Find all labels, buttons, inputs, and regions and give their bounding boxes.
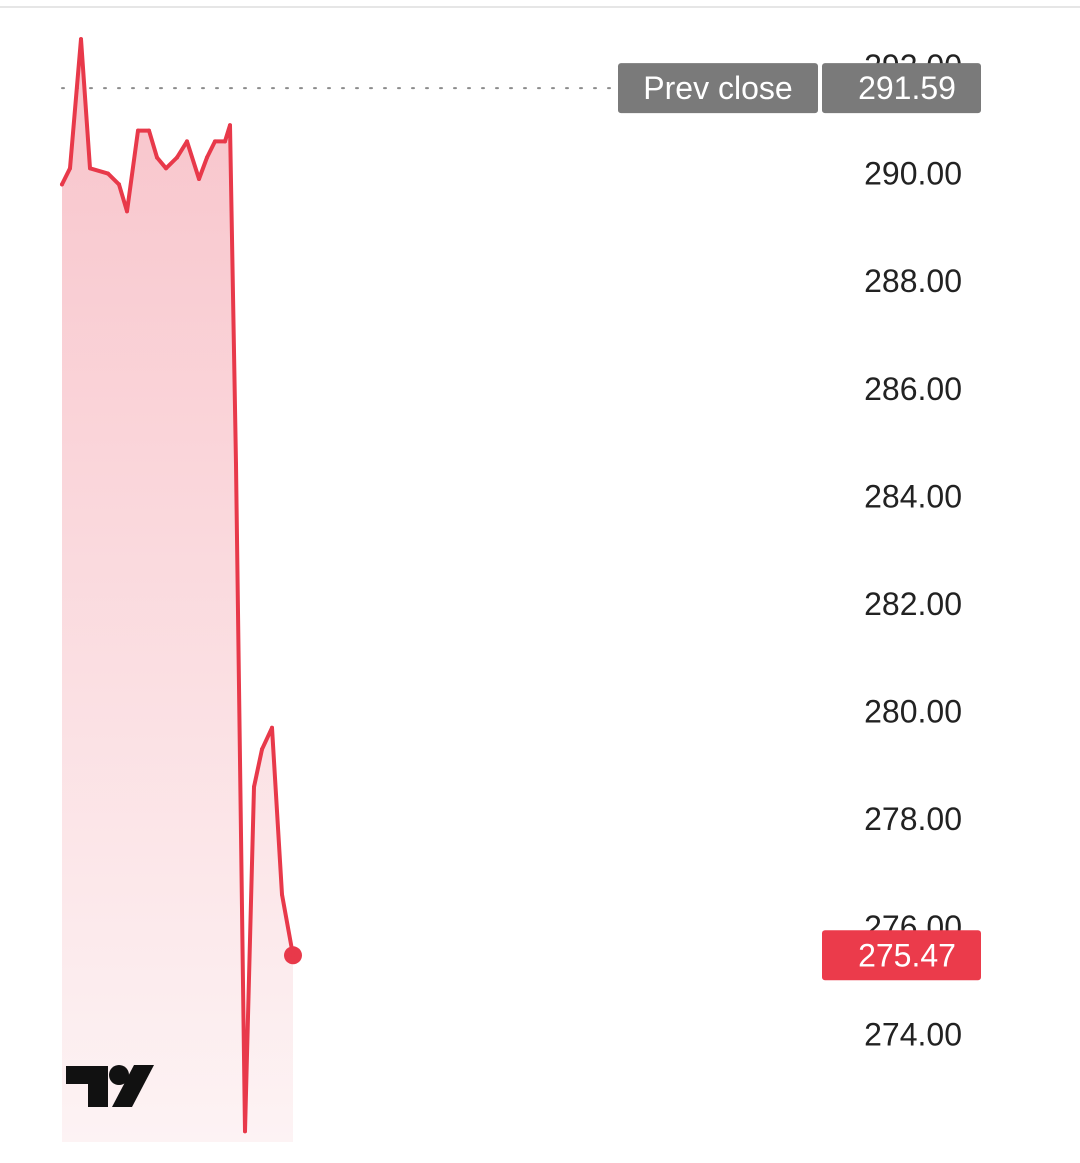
- data-point-6: [125, 209, 129, 214]
- top-border: [0, 6, 1080, 8]
- data-point-24: [291, 953, 295, 958]
- data-point-0: [60, 182, 64, 187]
- data-point-23: [280, 892, 284, 897]
- y-tick-label: 288.00: [864, 263, 962, 299]
- data-point-17: [228, 123, 232, 128]
- data-point-18: [234, 462, 238, 467]
- y-tick-label: 290.00: [864, 156, 962, 192]
- tradingview-logo-icon[interactable]: [66, 1065, 154, 1107]
- data-point-16: [223, 139, 227, 144]
- data-point-20: [252, 784, 256, 789]
- y-tick-label: 278.00: [864, 801, 962, 837]
- y-axis: 292.00290.00288.00286.00284.00282.00280.…: [864, 48, 962, 1052]
- data-point-13: [197, 177, 201, 181]
- data-point-7: [136, 128, 140, 133]
- data-point-8: [147, 128, 151, 133]
- y-tick-label: 286.00: [864, 371, 962, 407]
- prev-close-value: 291.59: [858, 70, 956, 106]
- last-price-badge: 275.47: [822, 930, 981, 981]
- last-price-badge-bg: [822, 930, 981, 981]
- data-point-21: [260, 747, 264, 752]
- data-point-9: [155, 155, 159, 160]
- y-tick-label: 280.00: [864, 694, 962, 730]
- y-tick-label: 274.00: [864, 1016, 962, 1052]
- prev-close-badge: Prev close 291.59: [618, 63, 981, 114]
- prev-close-label-bg: [618, 63, 818, 114]
- y-tick-label: 284.00: [864, 478, 962, 514]
- last-price-value: 275.47: [858, 937, 956, 973]
- data-point-3: [88, 166, 92, 171]
- data-point-1: [68, 166, 72, 171]
- data-point-11: [175, 155, 179, 160]
- data-point-4: [106, 171, 110, 176]
- prev-close-label: Prev close: [643, 70, 792, 106]
- price-area-fill: [62, 39, 293, 1143]
- data-point-10: [164, 166, 168, 171]
- data-point-5: [117, 182, 121, 187]
- data-point-15: [213, 139, 217, 144]
- prev-close-value-bg: [822, 63, 981, 114]
- data-point-19: [243, 1129, 247, 1134]
- data-point-2: [79, 37, 83, 42]
- y-tick-label: 282.00: [864, 586, 962, 622]
- data-point-14: [205, 155, 209, 160]
- data-point-12: [185, 139, 189, 144]
- data-point-22: [270, 725, 274, 730]
